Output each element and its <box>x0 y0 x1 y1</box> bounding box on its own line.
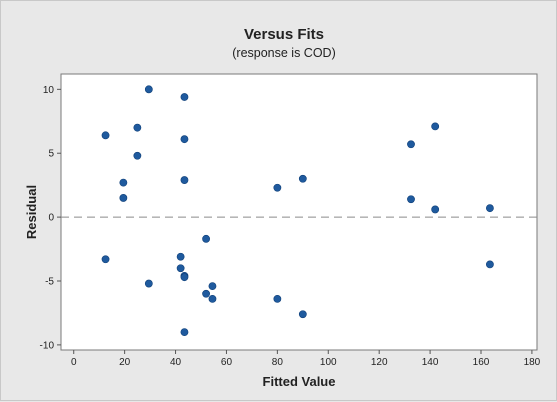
data-point <box>180 328 189 337</box>
x-tick-label: 80 <box>272 357 284 368</box>
y-tick-label: 0 <box>48 213 54 224</box>
chart-title: Versus Fits <box>244 26 324 43</box>
data-point <box>298 310 307 319</box>
data-point <box>298 174 307 183</box>
data-point <box>133 151 142 160</box>
data-point <box>133 123 142 132</box>
y-tick-label: 5 <box>48 149 54 160</box>
data-point <box>431 205 440 214</box>
data-point <box>407 140 415 149</box>
data-point <box>180 273 189 282</box>
data-point <box>486 204 494 213</box>
data-point <box>144 279 153 288</box>
data-point <box>273 183 282 192</box>
x-tick-label: 180 <box>524 357 541 368</box>
data-point <box>176 264 185 273</box>
chart-subtitle: (response is COD) <box>232 46 336 60</box>
data-point <box>180 135 189 144</box>
x-tick-label: 140 <box>422 357 439 368</box>
data-point <box>180 176 189 184</box>
data-point <box>176 252 185 261</box>
x-tick-label: 60 <box>221 357 233 368</box>
data-point <box>119 194 128 202</box>
y-axis: 10 5 0 -5 -10 <box>40 85 61 351</box>
data-point <box>273 294 282 303</box>
y-tick-label: 10 <box>43 85 55 96</box>
y-tick-label: -5 <box>45 277 54 288</box>
data-point <box>144 85 153 94</box>
y-tick-label: -10 <box>40 340 55 351</box>
data-point <box>486 260 494 269</box>
x-tick-label: 40 <box>170 357 182 368</box>
x-tick-label: 20 <box>119 357 131 368</box>
x-tick-label: 100 <box>320 357 337 368</box>
data-point <box>208 282 217 291</box>
x-axis-title: Fitted Value <box>263 374 336 389</box>
x-tick-label: 0 <box>71 357 77 368</box>
data-point <box>202 234 210 243</box>
data-point <box>407 195 415 204</box>
data-point <box>202 289 210 298</box>
data-point <box>180 93 189 101</box>
y-axis-title: Residual <box>24 185 39 239</box>
data-point <box>101 131 110 140</box>
data-points <box>101 85 494 337</box>
data-point <box>431 122 440 131</box>
data-point <box>101 255 110 264</box>
x-tick-label: 120 <box>371 357 388 368</box>
data-point <box>208 294 217 303</box>
data-point <box>119 178 128 187</box>
plot-area <box>60 73 538 351</box>
x-axis: 0 20 40 60 80 100 120 140 160 180 <box>71 350 541 368</box>
x-tick-label: 160 <box>473 357 490 368</box>
